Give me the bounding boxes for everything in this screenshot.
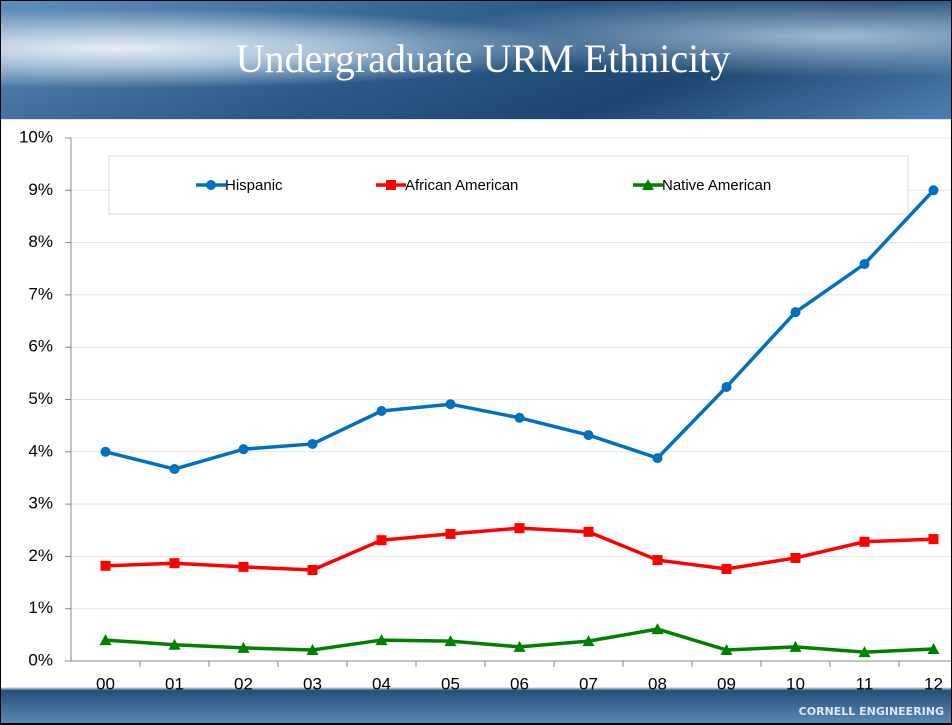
y-tick-label: 7% [28, 284, 53, 303]
marker [514, 412, 525, 423]
marker [583, 430, 594, 441]
series-line [105, 189, 935, 471]
legend-label: African American [405, 177, 518, 194]
marker [928, 185, 939, 196]
marker [375, 634, 388, 646]
x-tick-label: 01 [165, 674, 184, 693]
marker [859, 536, 870, 547]
legend-marker [206, 180, 216, 190]
x-tick-label: 08 [648, 674, 667, 693]
series-line [105, 526, 934, 572]
x-tick-label: 10 [786, 674, 805, 693]
marker [100, 560, 111, 571]
y-tick-label: 10% [19, 127, 53, 146]
marker [927, 642, 940, 654]
y-tick-label: 6% [28, 337, 53, 356]
marker [444, 635, 457, 647]
marker [514, 523, 525, 534]
chart-title: Undergraduate URM Ethnicity [236, 36, 731, 81]
y-tick-label: 0% [28, 650, 53, 669]
marker [790, 307, 801, 318]
marker [99, 634, 112, 646]
marker [513, 640, 526, 652]
x-tick-label: 11 [856, 674, 874, 693]
y-tick-label: 3% [28, 494, 53, 513]
x-tick-label: 03 [303, 674, 322, 693]
marker [376, 406, 387, 417]
y-tick-label: 5% [28, 389, 53, 408]
marker [582, 635, 595, 647]
marker [789, 640, 802, 652]
marker [652, 555, 663, 566]
marker [238, 561, 249, 572]
marker [445, 528, 456, 539]
header-background [1, 1, 951, 119]
x-tick-label: 00 [96, 674, 115, 693]
marker [169, 464, 180, 475]
y-tick-label: 8% [28, 232, 53, 251]
footer: CORNELL ENGINEERING [799, 705, 944, 718]
marker [169, 558, 180, 569]
marker [583, 526, 594, 537]
marker [928, 534, 939, 545]
grid [71, 137, 951, 662]
marker [445, 399, 456, 410]
marker [376, 535, 387, 546]
legend-marker [386, 180, 396, 190]
marker [168, 638, 181, 650]
marker [652, 453, 663, 464]
marker [651, 623, 664, 635]
marker [237, 641, 250, 653]
y-tick-label: 1% [28, 598, 53, 617]
marker [720, 644, 733, 656]
marker [859, 259, 870, 270]
marker [307, 564, 318, 575]
x-tick-label: 02 [234, 674, 253, 693]
marker [307, 438, 318, 449]
marker [238, 444, 249, 455]
x-tick-label: 09 [717, 674, 736, 693]
x-tick-label: 07 [579, 674, 598, 693]
legend-label: Hispanic [225, 177, 283, 194]
x-tick-label: 06 [510, 674, 529, 693]
marker [306, 644, 319, 656]
x-tick-label: 05 [441, 674, 460, 693]
x-tick-label: 04 [372, 674, 391, 693]
marker [790, 552, 801, 563]
marker [100, 446, 111, 457]
legend-marker [642, 179, 654, 190]
y-tick-label: 4% [28, 441, 53, 460]
marker [858, 646, 871, 658]
x-tick-label: 12 [924, 674, 943, 693]
y-tick-label: 2% [28, 546, 53, 565]
legend-label: Native American [662, 177, 771, 194]
marker [721, 563, 732, 574]
y-tick-label: 9% [28, 180, 53, 199]
legend-box [108, 155, 909, 215]
marker [721, 381, 732, 392]
